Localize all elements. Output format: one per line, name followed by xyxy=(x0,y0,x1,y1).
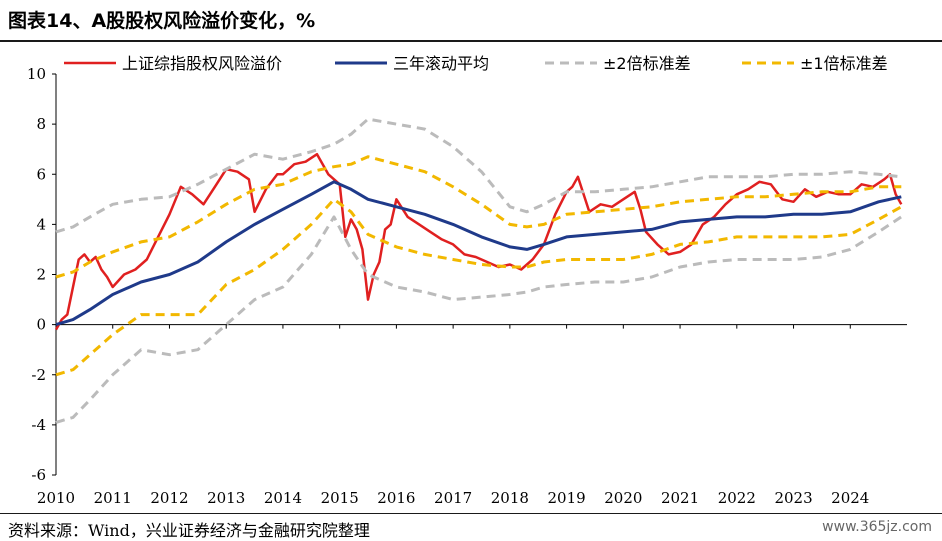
x-tick-label: 2023 xyxy=(774,489,812,507)
footer-rule xyxy=(0,513,942,514)
legend-label: 三年滚动平均 xyxy=(393,54,489,73)
series-line xyxy=(55,197,903,377)
y-tick-label: 4 xyxy=(36,215,46,233)
legend-label: ±1倍标准差 xyxy=(800,54,888,73)
series-line xyxy=(55,180,902,327)
series-line xyxy=(55,215,903,424)
y-tick-label: 0 xyxy=(36,316,46,334)
series-line xyxy=(55,117,902,234)
source-note: 资料来源：Wind，兴业证券经济与金融研究院整理 xyxy=(8,521,370,540)
x-tick-label: 2024 xyxy=(831,489,869,507)
x-tick-label: 2010 xyxy=(37,489,75,507)
x-tick-label: 2014 xyxy=(264,489,302,507)
x-tick-label: 2015 xyxy=(321,489,359,507)
y-tick-label: -4 xyxy=(31,416,46,434)
series-line xyxy=(55,155,902,279)
title-rule xyxy=(0,40,942,42)
x-tick-label: 2018 xyxy=(491,489,529,507)
y-tick-label: -2 xyxy=(31,366,46,384)
x-tick-label: 2016 xyxy=(377,489,415,507)
x-tick-label: 2013 xyxy=(207,489,245,507)
x-tick-label: 2019 xyxy=(548,489,586,507)
series-line xyxy=(54,152,903,331)
x-tick-label: 2017 xyxy=(434,489,472,507)
legend-label: ±2倍标准差 xyxy=(603,54,691,73)
x-tick-label: 2022 xyxy=(718,489,756,507)
x-tick-label: 2020 xyxy=(604,489,642,507)
chart-title: 图表14、A股股权风险溢价变化，% xyxy=(8,10,316,32)
y-tick-label: 8 xyxy=(36,115,46,133)
watermark: www.365jz.com xyxy=(822,519,932,535)
legend-label: 上证综指股权风险溢价 xyxy=(122,54,282,73)
x-tick-label: 2011 xyxy=(94,489,132,507)
y-tick-label: 2 xyxy=(36,266,46,284)
x-tick-label: 2012 xyxy=(150,489,188,507)
x-tick-label: 2021 xyxy=(661,489,699,507)
y-tick-label: -6 xyxy=(31,466,46,484)
y-tick-label: 10 xyxy=(27,65,46,83)
y-tick-label: 6 xyxy=(36,165,46,183)
